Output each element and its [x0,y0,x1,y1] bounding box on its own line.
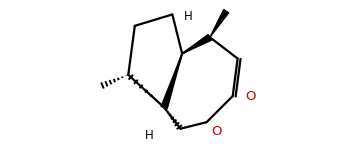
Text: O: O [245,90,256,103]
Text: H: H [145,129,154,142]
Polygon shape [161,54,182,109]
Polygon shape [182,35,212,54]
Text: H: H [184,10,193,23]
Polygon shape [210,10,229,37]
Text: O: O [211,125,222,138]
